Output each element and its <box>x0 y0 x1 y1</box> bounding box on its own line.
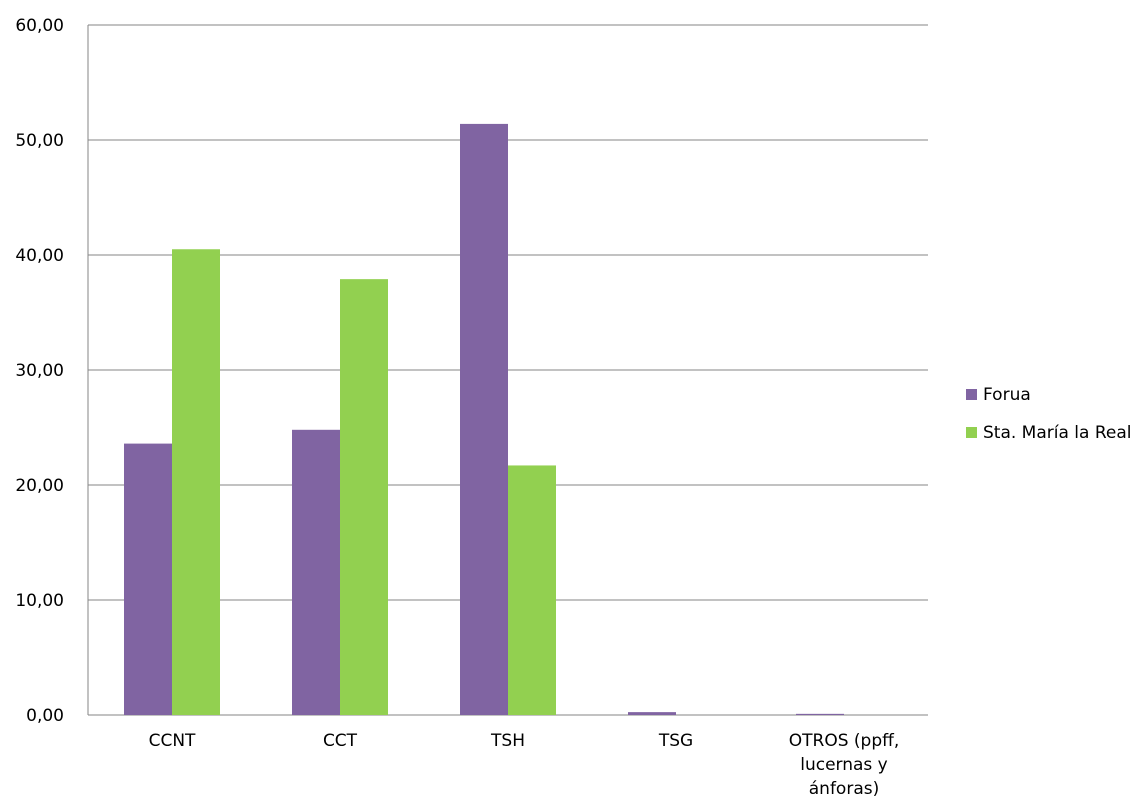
x-axis-category-labels: CCNT CCT TSH TSG OTROS (ppff, lucernas y ánfor… <box>149 731 900 799</box>
x-category-label: TSH <box>490 731 525 751</box>
legend-label: Sta. María la Real <box>983 423 1132 443</box>
legend-swatch <box>966 389 977 400</box>
x-category-label: OTROS (ppff, <box>789 731 899 751</box>
y-tick-label: 40,00 <box>15 246 64 266</box>
bar-sta-mar-a-la-real-1 <box>340 279 388 715</box>
x-category-label: ánforas) <box>809 779 879 799</box>
bar-forua-3 <box>628 712 676 715</box>
y-tick-label: 30,00 <box>15 361 64 381</box>
bar-forua-2 <box>460 123 508 715</box>
y-tick-label: 0,00 <box>26 706 64 726</box>
bar-forua-4 <box>796 713 844 715</box>
legend-label: Forua <box>983 385 1031 405</box>
bars <box>124 123 844 715</box>
bar-sta-mar-a-la-real-0 <box>172 249 220 715</box>
x-category-label: CCT <box>323 731 358 751</box>
y-tick-label: 20,00 <box>15 476 64 496</box>
y-tick-label: 60,00 <box>15 16 64 36</box>
legend: Forua Sta. María la Real <box>966 385 1132 443</box>
x-category-label: lucernas y <box>800 755 888 775</box>
y-axis-tick-labels: 0,00 10,00 20,00 30,00 40,00 50,00 60,00 <box>15 16 64 726</box>
bar-sta-mar-a-la-real-2 <box>508 465 556 715</box>
y-tick-label: 10,00 <box>15 591 64 611</box>
legend-swatch <box>966 427 977 438</box>
y-tick-label: 50,00 <box>15 131 64 151</box>
bar-forua-1 <box>292 429 340 715</box>
x-category-label: CCNT <box>149 731 196 751</box>
x-category-label: TSG <box>658 731 693 751</box>
bar-forua-0 <box>124 443 172 715</box>
